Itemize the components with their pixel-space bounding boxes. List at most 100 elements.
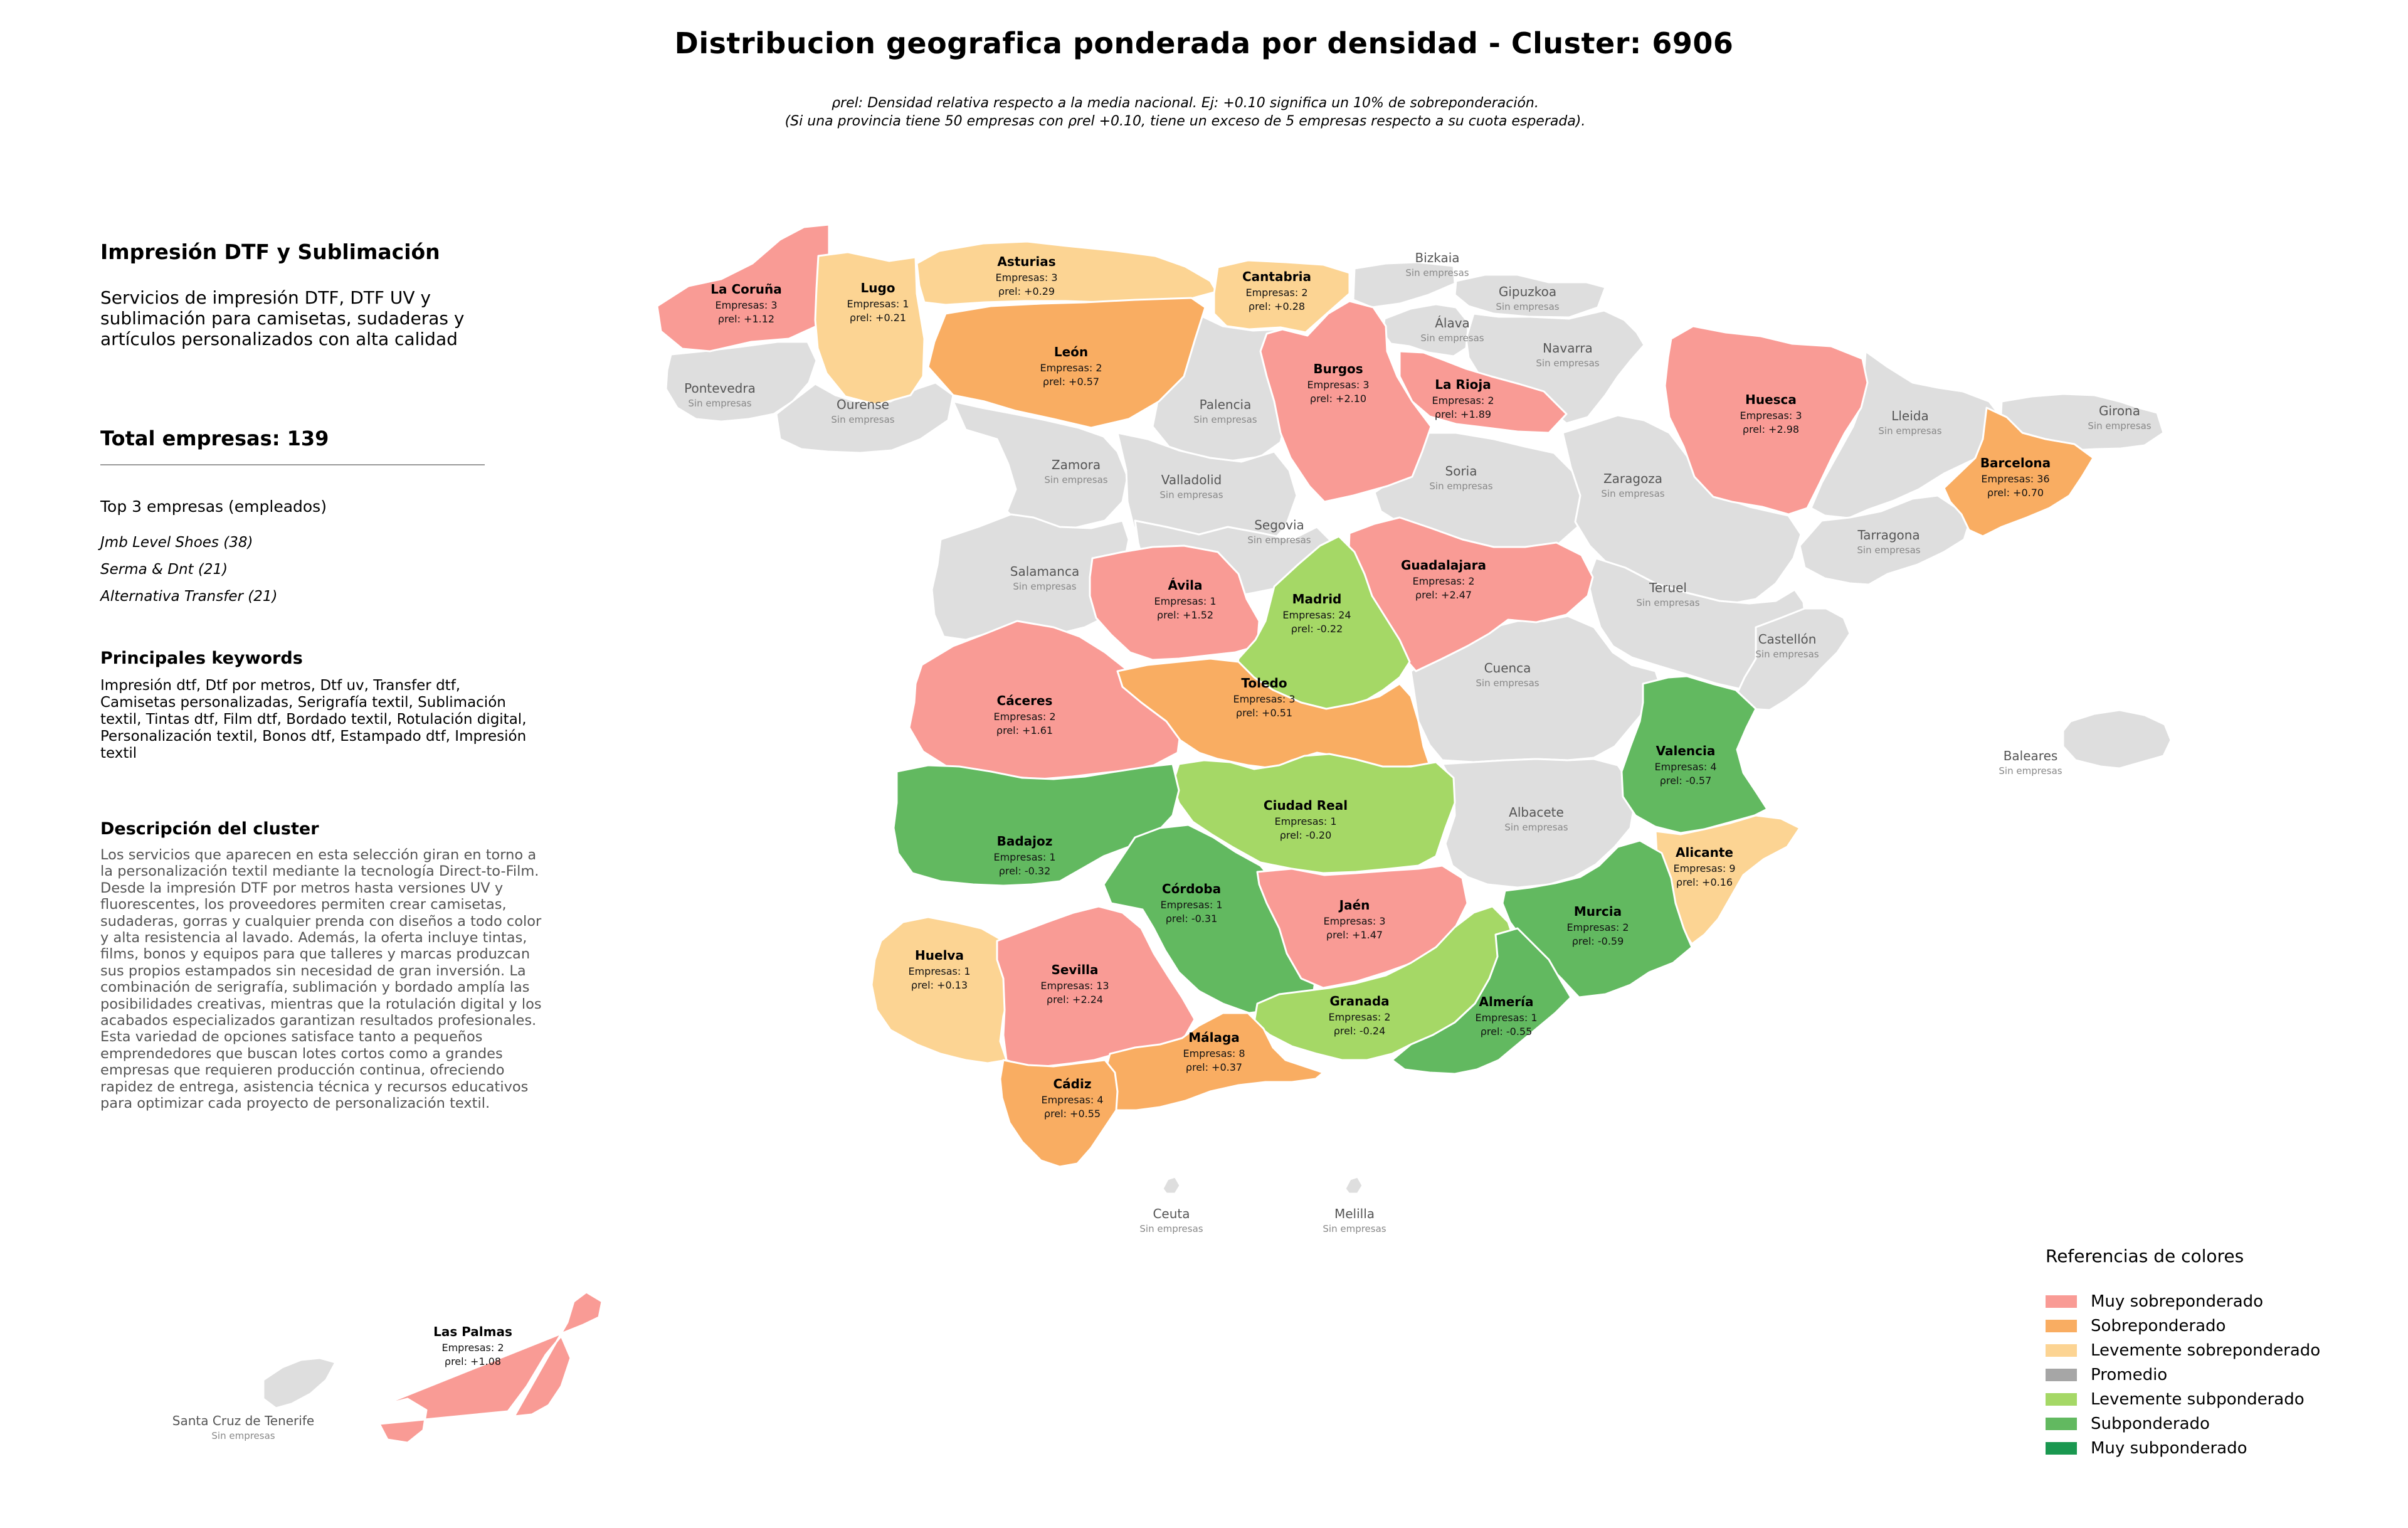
label-zamora: Zamora <box>1052 457 1101 472</box>
label-ourense-status: Sin empresas <box>831 414 894 425</box>
label-burgos: Burgos <box>1313 361 1363 376</box>
label-asturias: Asturias <box>997 254 1055 269</box>
label-zamora-status: Sin empresas <box>1044 474 1107 485</box>
cluster-description: Los servicios que aparecen en esta selec… <box>100 847 542 1112</box>
label-cantabria-rho: ρrel: +0.28 <box>1249 300 1305 312</box>
cluster-heading: Impresión DTF y Sublimación <box>100 240 440 264</box>
province-albacete <box>1441 758 1635 889</box>
sidebar-divider <box>100 464 485 465</box>
label-lugo-rho: ρrel: +0.21 <box>850 312 906 324</box>
legend-swatch <box>2046 1417 2077 1430</box>
label-la-rioja-empresas: Empresas: 2 <box>1432 395 1494 406</box>
label-ciudad-real-rho: ρrel: -0.20 <box>1280 829 1332 841</box>
label-badajoz-rho: ρrel: -0.32 <box>999 865 1051 877</box>
label-valencia-empresas: Empresas: 4 <box>1654 761 1716 773</box>
legend-label: Levemente sobreponderado <box>2091 1340 2321 1360</box>
label-soria: Soria <box>1445 464 1477 479</box>
province-labels: Bizkaia Sin empresas Gipuzkoa Sin empresas Á… <box>172 250 2152 1441</box>
label-valencia-rho: ρrel: -0.57 <box>1660 775 1712 787</box>
label-tarragona-status: Sin empresas <box>1857 544 1920 556</box>
label-cordoba-empresas: Empresas: 1 <box>1160 899 1222 911</box>
label-ourense: Ourense <box>837 397 889 412</box>
label-almeria-rho: ρrel: -0.55 <box>1481 1026 1533 1037</box>
label-castellon: Castellón <box>1758 632 1817 647</box>
label-navarra: Navarra <box>1543 341 1593 356</box>
label-toledo: Toledo <box>1241 676 1287 691</box>
province-alava <box>1381 303 1470 358</box>
label-guadalajara-rho: ρrel: +2.47 <box>1415 589 1472 601</box>
label-bizkaia: Bizkaia <box>1415 250 1459 265</box>
legend-item-muy-sobreponderado: Muy sobreponderado <box>2046 1289 2372 1313</box>
top3-company-1: Jmb Level Shoes (38) <box>100 534 253 551</box>
label-gipuzkoa: Gipuzkoa <box>1499 284 1556 299</box>
label-santa-cruz-de-tenerife: Santa Cruz de Tenerife <box>172 1413 314 1428</box>
label-murcia: Murcia <box>1574 904 1622 919</box>
label-la-coruna-empresas: Empresas: 3 <box>715 299 777 311</box>
label-valencia: Valencia <box>1656 743 1716 758</box>
province-cadiz <box>999 1059 1119 1168</box>
label-cantabria-empresas: Empresas: 2 <box>1245 287 1307 299</box>
label-avila: Ávila <box>1168 578 1202 593</box>
province-tarragona <box>1798 494 1970 586</box>
cluster-short-description: Servicios de impresión DTF, DTF UV y sub… <box>100 287 465 349</box>
legend-swatch <box>2046 1319 2077 1332</box>
label-leon: León <box>1054 344 1088 359</box>
legend-label: Subponderado <box>2091 1414 2210 1433</box>
province-burgos <box>1259 300 1432 503</box>
label-valladolid: Valladolid <box>1161 472 1222 487</box>
label-las-palmas: Las Palmas <box>433 1324 512 1339</box>
label-madrid-empresas: Empresas: 24 <box>1282 609 1351 621</box>
province-lleida <box>1810 350 2005 519</box>
legend-item-promedio: Promedio <box>2046 1362 2372 1387</box>
label-cuenca: Cuenca <box>1484 661 1531 676</box>
label-salamanca: Salamanca <box>1010 564 1079 579</box>
label-huelva-empresas: Empresas: 1 <box>908 965 970 977</box>
province-leon <box>927 297 1207 429</box>
label-jaen: Jaén <box>1338 898 1370 913</box>
label-la-rioja-rho: ρrel: +1.89 <box>1435 408 1491 420</box>
province-toledo <box>1116 657 1431 770</box>
province-zaragoza <box>1561 414 1802 605</box>
label-caceres-empresas: Empresas: 2 <box>993 711 1055 723</box>
total-companies: Total empresas: 139 <box>100 427 329 450</box>
label-alava: Álava <box>1435 316 1470 331</box>
label-caceres-rho: ρrel: +1.61 <box>996 724 1053 736</box>
label-lleida: Lleida <box>1891 408 1929 423</box>
province-melilla <box>1344 1175 1364 1195</box>
keywords-list: Impresión dtf, Dtf por metros, Dtf uv, T… <box>100 677 527 761</box>
label-albacete: Albacete <box>1509 805 1564 820</box>
label-lleida-status: Sin empresas <box>1878 425 1941 437</box>
top3-title: Top 3 empresas (empleados) <box>100 497 327 516</box>
label-bizkaia-status: Sin empresas <box>1405 267 1469 279</box>
province-lugo <box>814 251 926 406</box>
label-cadiz-rho: ρrel: +0.55 <box>1044 1108 1101 1120</box>
label-palencia-status: Sin empresas <box>1193 414 1257 425</box>
province-asturias <box>916 240 1218 306</box>
label-teruel-status: Sin empresas <box>1636 597 1699 608</box>
legend-label: Levemente subponderado <box>2091 1389 2305 1409</box>
province-ciudad-real <box>1171 753 1456 874</box>
label-murcia-rho: ρrel: -0.59 <box>1572 935 1624 947</box>
label-cordoba: Córdoba <box>1162 881 1221 896</box>
province-castellon <box>1735 607 1851 711</box>
label-las-palmas-empresas: Empresas: 2 <box>441 1342 504 1354</box>
legend-item-levemente-subponderado: Levemente subponderado <box>2046 1387 2372 1411</box>
province-barcelona <box>1943 406 2094 538</box>
label-jaen-rho: ρrel: +1.47 <box>1326 929 1383 941</box>
label-guadalajara-empresas: Empresas: 2 <box>1412 575 1474 587</box>
label-la-coruna-rho: ρrel: +1.12 <box>718 313 774 325</box>
legend-item-muy-subponderado: Muy subponderado <box>2046 1436 2372 1460</box>
label-cantabria: Cantabria <box>1242 269 1311 284</box>
label-baleares-status: Sin empresas <box>1999 765 2062 777</box>
label-pontevedra-status: Sin empresas <box>688 398 751 409</box>
label-malaga-empresas: Empresas: 8 <box>1183 1048 1245 1059</box>
label-gipuzkoa-status: Sin empresas <box>1496 301 1559 312</box>
label-lugo-empresas: Empresas: 1 <box>847 298 909 310</box>
label-sevilla-empresas: Empresas: 13 <box>1040 980 1109 992</box>
label-almeria-empresas: Empresas: 1 <box>1475 1012 1537 1024</box>
legend-swatch <box>2046 1368 2077 1381</box>
top3-company-2: Serma & Dnt (21) <box>100 561 228 578</box>
province-baleares <box>2062 709 2172 770</box>
label-cordoba-rho: ρrel: -0.31 <box>1166 913 1218 925</box>
label-tarragona: Tarragona <box>1857 528 1920 543</box>
